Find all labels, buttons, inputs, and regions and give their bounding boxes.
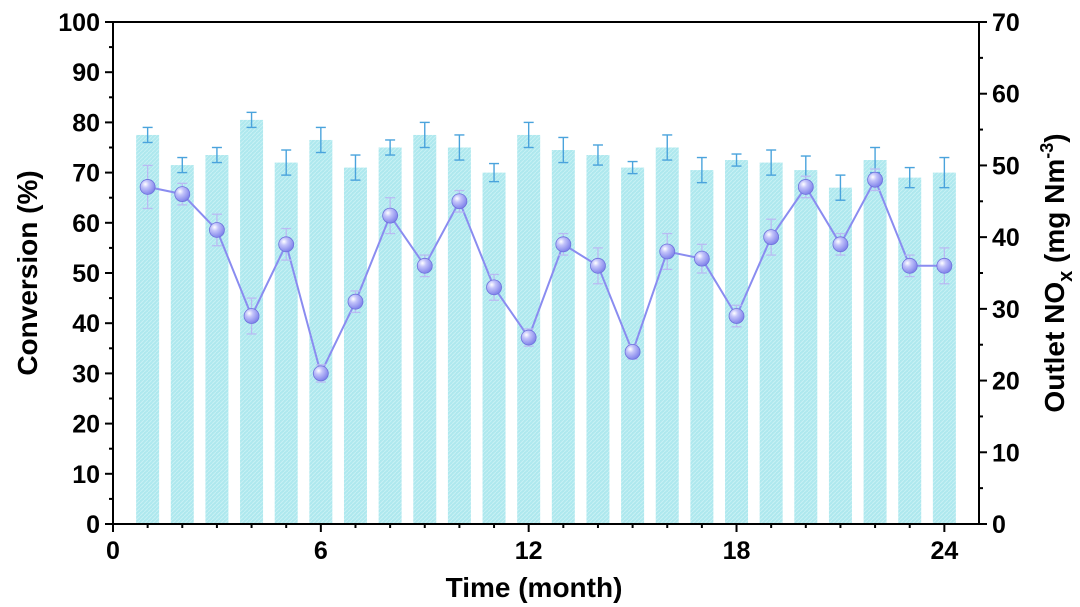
bar — [586, 155, 610, 524]
right-axis-title-unit: (mg Nm — [1039, 159, 1070, 271]
bar — [725, 160, 749, 525]
x-axis-title: Time (month) — [446, 572, 623, 603]
right-tick-label: 10 — [992, 439, 1020, 467]
nox-marker — [520, 329, 537, 346]
nox-marker — [278, 236, 295, 253]
bar — [378, 147, 402, 524]
left-axis-title: Conversion (%) — [12, 170, 43, 375]
nox-marker — [312, 365, 329, 382]
x-tick-label: 6 — [314, 537, 328, 565]
bar — [170, 165, 194, 524]
nox-marker — [728, 308, 745, 324]
right-tick-label: 40 — [992, 224, 1020, 252]
bar — [482, 172, 506, 524]
nox-marker — [174, 186, 191, 203]
bar — [274, 162, 298, 524]
x-tick-label: 12 — [515, 537, 543, 565]
right-tick-label: 60 — [992, 81, 1020, 109]
line-error-layer — [142, 164, 950, 383]
right-axis-title-sup: -3 — [1037, 143, 1057, 159]
right-axis-title-close: ) — [1039, 133, 1070, 142]
nox-marker — [486, 279, 502, 296]
nox-marker — [936, 257, 953, 274]
left-tick-label: 60 — [72, 210, 100, 238]
bar — [413, 134, 437, 524]
nox-marker — [693, 250, 710, 267]
bar — [863, 160, 887, 525]
nox-marker — [624, 343, 641, 360]
nox-marker — [590, 257, 606, 274]
nox-marker — [382, 207, 399, 224]
bar — [136, 134, 160, 524]
nox-line — [147, 177, 945, 377]
left-tick-label: 0 — [86, 511, 100, 539]
bars-layer — [136, 119, 956, 525]
nox-marker — [867, 171, 883, 188]
right-tick-label: 0 — [992, 511, 1006, 539]
x-tick-label: 0 — [106, 537, 120, 565]
markers-layer — [139, 171, 953, 382]
bar — [343, 167, 367, 524]
left-tick-label: 100 — [58, 9, 100, 37]
nox-marker — [451, 193, 468, 210]
left-tick-label: 80 — [72, 109, 100, 137]
left-tick-label: 10 — [72, 461, 100, 489]
nox-marker — [763, 229, 780, 246]
right-tick-label: 30 — [992, 296, 1020, 324]
nox-marker — [659, 243, 676, 260]
nox-marker — [901, 257, 918, 274]
bar — [932, 172, 956, 524]
nox-marker — [139, 179, 156, 195]
x-tick-label: 24 — [930, 537, 958, 565]
nox-marker — [832, 236, 849, 253]
left-tick-label: 90 — [72, 59, 100, 87]
left-tick-label: 70 — [72, 160, 100, 188]
nox-marker — [416, 257, 433, 274]
right-axis-title-main: Outlet NO — [1039, 282, 1070, 413]
bar — [828, 187, 852, 524]
left-tick-label: 50 — [72, 260, 100, 288]
left-tick-label: 40 — [72, 310, 100, 338]
left-tick-label: 30 — [72, 360, 100, 388]
nox-marker — [243, 308, 260, 324]
right-tick-label: 50 — [992, 152, 1020, 180]
left-tick-label: 20 — [72, 411, 100, 439]
bar — [794, 170, 818, 524]
line-layer — [147, 177, 945, 377]
right-tick-label: 20 — [992, 368, 1020, 396]
bar — [309, 139, 333, 524]
axes-layer: 0 10 20 30 40 50 60 70 80 90 100 0 10 20 30 40 50 60 70 0 6 1… — [58, 9, 1020, 565]
x-tick-label: 18 — [723, 537, 751, 565]
nox-marker — [555, 236, 572, 253]
right-axis-title-sub: x — [1055, 271, 1077, 282]
nox-marker — [797, 179, 814, 195]
right-axis-title: Outlet NOx (mg Nm-3) — [1037, 133, 1077, 412]
bar — [551, 150, 575, 524]
nox-marker — [347, 293, 364, 310]
right-tick-label: 70 — [992, 9, 1020, 37]
bar-error-layer — [142, 111, 950, 201]
bar — [759, 162, 783, 524]
bar — [655, 147, 679, 524]
bar — [447, 147, 471, 524]
bar — [898, 177, 922, 524]
bar — [205, 155, 229, 524]
bar — [690, 170, 714, 524]
nox-marker — [209, 222, 225, 238]
